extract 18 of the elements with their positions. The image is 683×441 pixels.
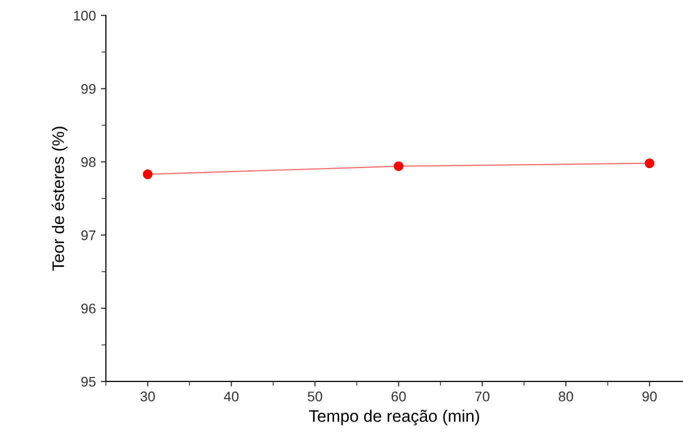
x-tick-label: 90 <box>642 392 657 402</box>
x-tick-label: 60 <box>392 392 406 402</box>
y-axis-title: Teor de ésteres (%) <box>52 126 68 271</box>
x-tick-label: 50 <box>308 392 322 402</box>
point <box>644 158 654 168</box>
x-tick-label: 70 <box>475 392 490 402</box>
y-tick-label: 98 <box>81 157 96 168</box>
x-tick-label: 40 <box>224 392 239 402</box>
y-tick-label: 97 <box>81 230 96 240</box>
x-axis-title: Tempo de reação (min) <box>309 410 480 426</box>
point <box>394 161 404 172</box>
y-tick-label: 96 <box>81 304 96 314</box>
x-tick-label: 30 <box>140 392 155 402</box>
y-tick-label: 100 <box>74 10 96 21</box>
x-tick-label: 80 <box>558 392 574 402</box>
y-tick-label: 99 <box>81 84 96 94</box>
y-tick-label: 95 <box>81 376 96 387</box>
point <box>142 169 153 180</box>
